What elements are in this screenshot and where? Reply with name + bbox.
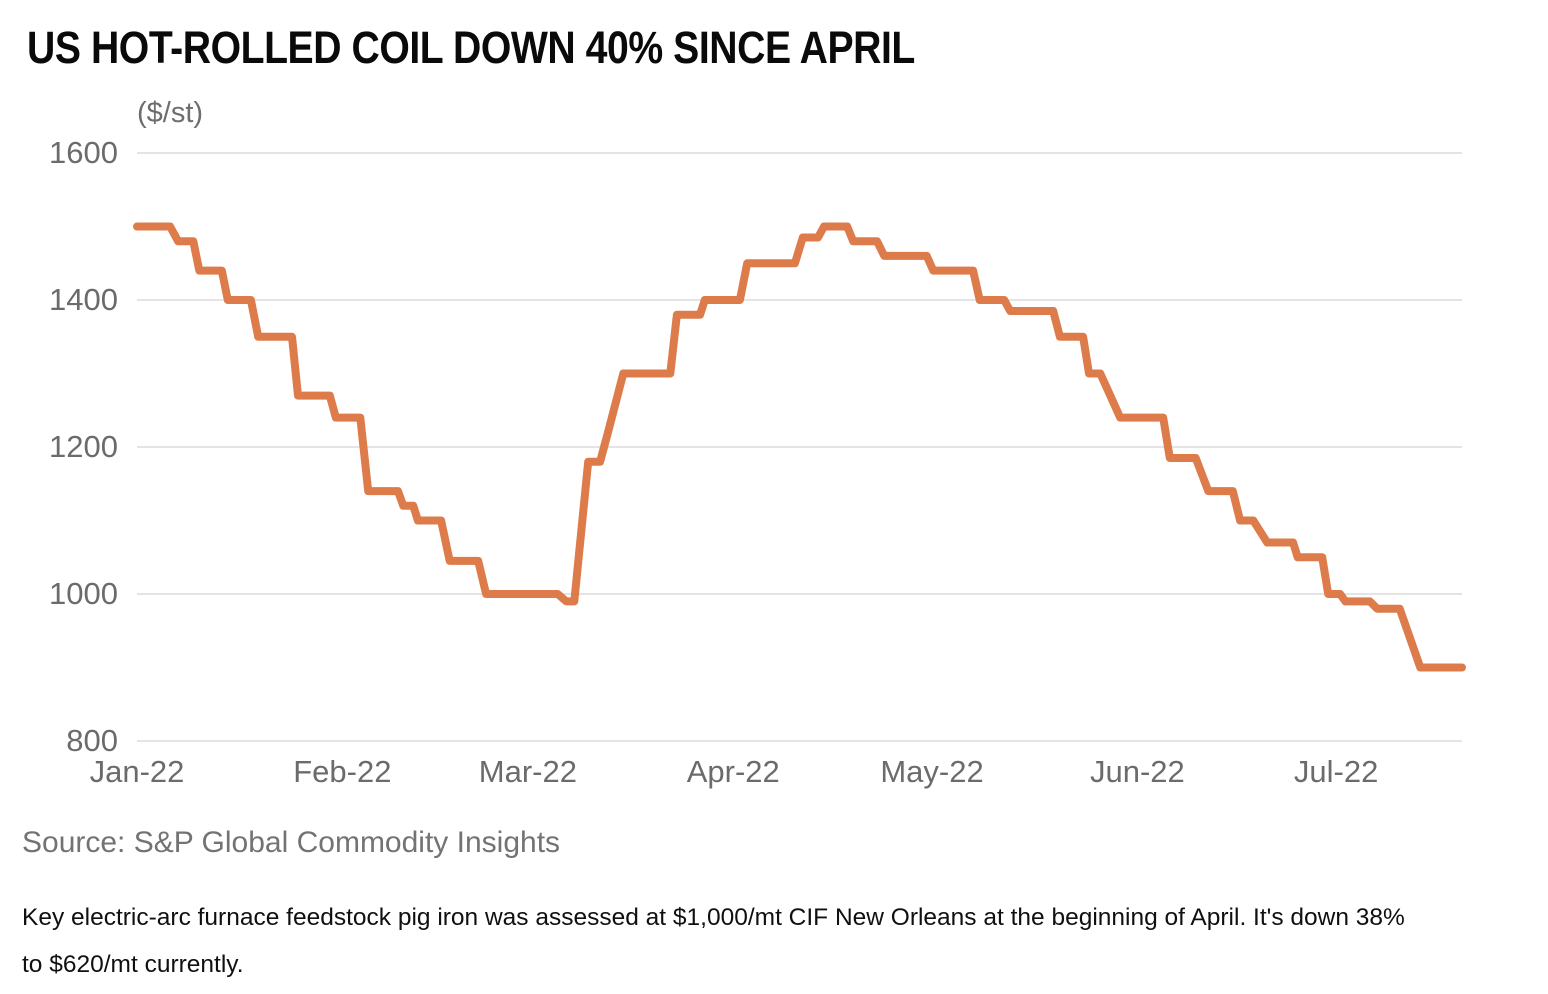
y-tick-label-800: 800 — [66, 723, 118, 758]
y-tick-label-1200: 1200 — [49, 429, 118, 464]
footnote-text: Key electric-arc furnace feedstock pig i… — [22, 894, 1534, 988]
x-tick-label-Jun-22: Jun-22 — [1089, 754, 1185, 789]
y-tick-label-1400: 1400 — [49, 282, 118, 317]
footnote-line-2: to $620/mt currently. — [22, 951, 244, 978]
x-tick-label-Jan-22: Jan-22 — [89, 754, 185, 789]
y-axis-unit-label: ($/st) — [137, 97, 204, 129]
y-tick-label-1600: 1600 — [49, 135, 118, 170]
x-tick-label-Mar-22: Mar-22 — [478, 754, 577, 789]
source-attribution: Source: S&P Global Commodity Insights — [22, 826, 561, 859]
price-line-series — [133, 222, 1466, 672]
x-tick-label-May-22: May-22 — [880, 754, 984, 789]
y-tick-label-1000: 1000 — [49, 576, 118, 611]
footnote-line-1: Key electric-arc furnace feedstock pig i… — [22, 904, 1405, 931]
x-tick-label-Jul-22: Jul-22 — [1293, 754, 1379, 789]
x-tick-label-Feb-22: Feb-22 — [293, 754, 392, 789]
chart-title: US HOT-ROLLED COIL DOWN 40% SINCE APRIL — [27, 22, 915, 73]
x-tick-label-Apr-22: Apr-22 — [686, 754, 780, 789]
